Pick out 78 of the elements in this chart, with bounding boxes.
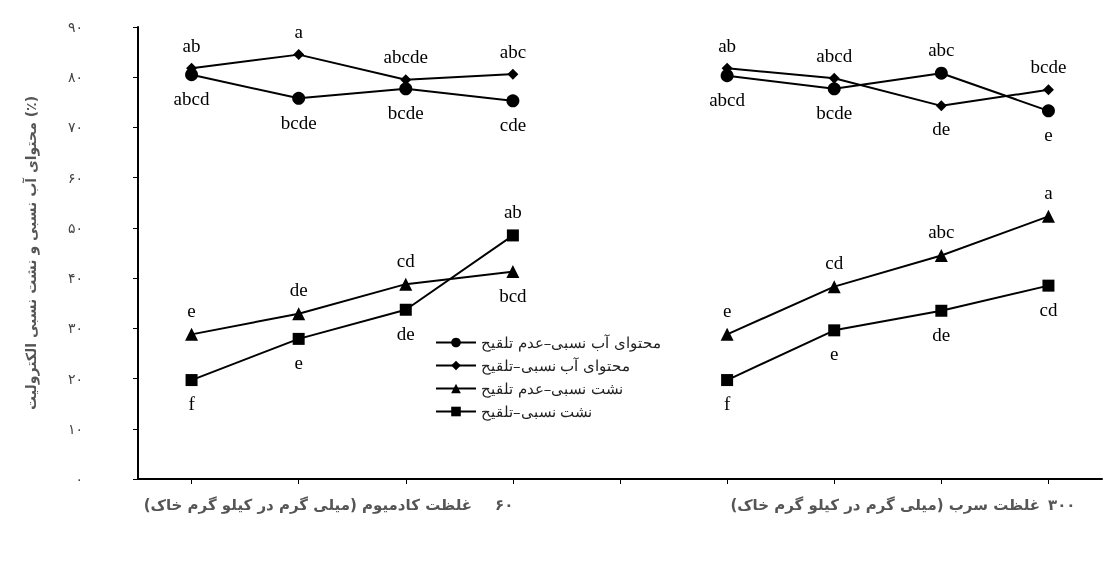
point xyxy=(399,303,412,316)
legend-label: محتوای آب نسبی–عدم تلقیح xyxy=(481,333,661,352)
data-label: e xyxy=(294,351,303,373)
data-label: abc xyxy=(928,221,955,243)
data-label: cd xyxy=(825,252,844,274)
data-label: abc xyxy=(499,40,527,62)
data-label: ab xyxy=(182,34,201,56)
y-tick-label: ۴۰ xyxy=(67,270,83,287)
point xyxy=(934,249,948,263)
legend-label: نشت نسبی–تلقیح xyxy=(481,402,593,421)
point xyxy=(828,72,840,84)
point xyxy=(185,374,198,387)
y-tick-label: ۸۰ xyxy=(67,69,83,86)
point xyxy=(934,66,948,80)
text: ۳۰۰ xyxy=(1048,495,1076,514)
y-tick-label: ۱۰ xyxy=(67,420,83,437)
data-label: ab xyxy=(503,201,522,223)
data-label: abcde xyxy=(383,46,428,68)
point xyxy=(721,374,734,387)
data-label: cde xyxy=(499,114,527,136)
y-tick-label: ۳۰ xyxy=(67,320,83,337)
point xyxy=(399,82,413,96)
point xyxy=(1042,279,1055,292)
point xyxy=(506,229,519,242)
point xyxy=(507,68,519,80)
point xyxy=(1042,84,1054,96)
point xyxy=(185,327,199,341)
point xyxy=(506,265,520,279)
point xyxy=(292,91,306,105)
data-label: e xyxy=(1044,124,1053,146)
y-tick-label: ۹۰ xyxy=(67,19,83,35)
data-label: abc xyxy=(928,38,955,60)
legend-label: محتوای آب نسبی–تلقیح xyxy=(481,356,631,375)
data-label: cd xyxy=(1039,298,1058,320)
text: غلظت سرب (میلی گرم در کیلو گرم خاک) xyxy=(730,495,1041,514)
point xyxy=(827,82,841,96)
data-label: bcde xyxy=(816,102,853,124)
y-tick-label: ۲۰ xyxy=(67,370,83,387)
data-label: abcd xyxy=(816,44,853,66)
point xyxy=(1041,209,1055,223)
data-label: de xyxy=(932,118,951,140)
data-label: e xyxy=(722,299,732,321)
data-label: f xyxy=(723,393,731,415)
data-label: ab xyxy=(718,34,737,56)
point xyxy=(935,100,947,112)
data-label: e xyxy=(830,343,839,365)
data-label: bcd xyxy=(499,285,528,307)
text: غلظت کادمیوم (میلی گرم در کیلو گرم خاک) xyxy=(143,495,473,514)
data-label: bcde xyxy=(387,102,424,124)
data-label: bcde xyxy=(1030,56,1067,78)
data-label: abcd xyxy=(173,88,210,110)
y-tick-label: ۷۰ xyxy=(67,119,83,136)
data-label: f xyxy=(188,393,196,415)
point xyxy=(720,327,734,341)
point xyxy=(399,277,413,291)
data-label: e xyxy=(187,299,196,321)
point xyxy=(828,324,841,337)
y-tick-label: ۵۰ xyxy=(67,219,83,236)
data-label: de xyxy=(396,322,415,344)
data-label: bcde xyxy=(280,111,317,133)
point xyxy=(1041,104,1055,118)
data-label: abcd xyxy=(709,89,746,111)
point xyxy=(292,332,305,345)
data-label: cd xyxy=(396,249,416,271)
point xyxy=(292,307,306,321)
point xyxy=(827,280,841,294)
data-label: de xyxy=(289,279,308,301)
y-tick-label: ۰ xyxy=(75,471,83,487)
point xyxy=(506,94,520,108)
legend-label: نشت نسبی–عدم تلقیح xyxy=(481,379,624,398)
y-tick-label: ۶۰ xyxy=(67,169,83,186)
text: ۶۰ xyxy=(495,495,514,514)
y-axis-title: محتوای آب نسبی و نشت نسبی الکترولیت (٪) xyxy=(22,95,40,411)
point xyxy=(935,304,948,317)
point xyxy=(293,49,305,61)
data-label: a xyxy=(294,21,304,43)
data-label: de xyxy=(932,323,951,345)
data-label: a xyxy=(1044,181,1054,203)
